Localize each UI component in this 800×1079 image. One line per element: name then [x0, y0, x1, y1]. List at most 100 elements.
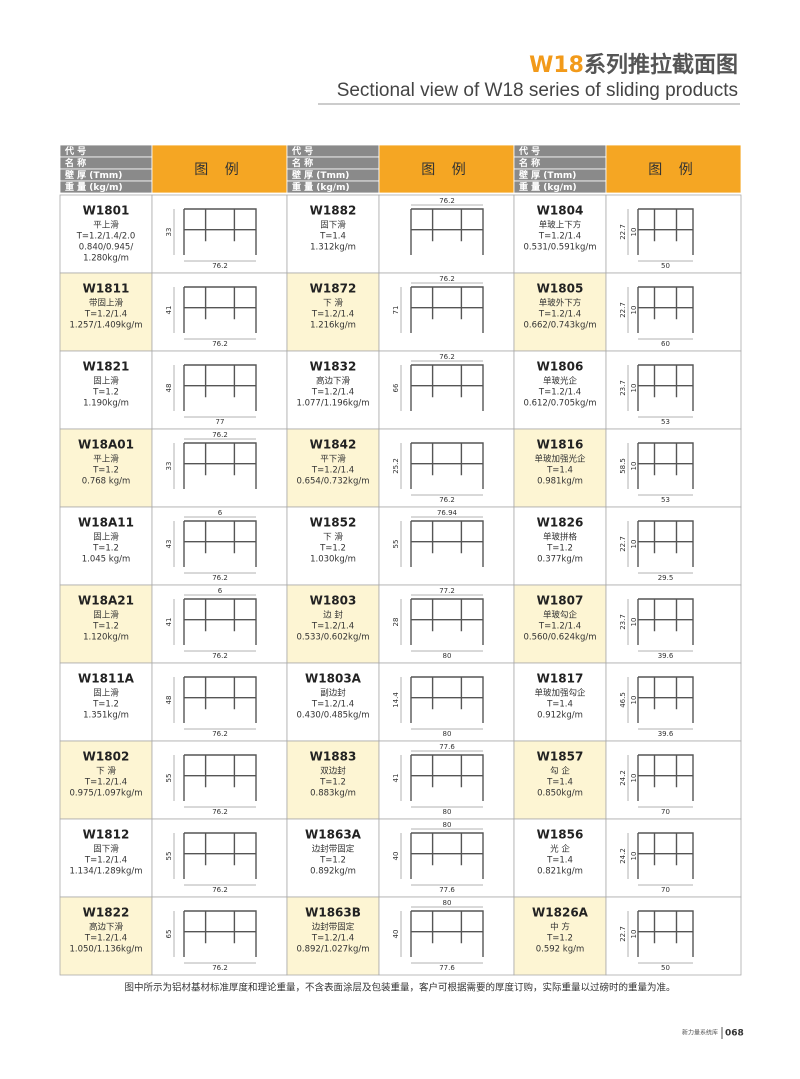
- thickness: T=1.2: [319, 856, 346, 866]
- label-cell: [513, 896, 607, 976]
- profile-shape: [183, 286, 257, 333]
- profile-code: W1803: [310, 594, 357, 608]
- weight: 1.190kg/m: [83, 399, 129, 409]
- figure-cell: [151, 272, 288, 352]
- label-cell: [286, 662, 380, 742]
- profile-shape: [637, 832, 694, 879]
- label-cell: [513, 350, 607, 430]
- profile-code: W18A01: [78, 438, 134, 452]
- dim-top: 80: [443, 899, 452, 907]
- profile-code: W1872: [310, 282, 357, 296]
- profile-shape: [410, 676, 484, 723]
- weight: 0.981kg/m: [537, 477, 583, 487]
- profile-name: 固上滑: [93, 610, 119, 621]
- dim-top: 77.6: [439, 743, 455, 751]
- dim-width: 76.2: [212, 574, 228, 582]
- legend-header-cell: [378, 144, 515, 194]
- dim-top: 76.2: [439, 275, 455, 283]
- thickness: T=1.2: [92, 700, 119, 710]
- dim-width: 39.6: [658, 652, 674, 660]
- dim-width: 70: [661, 808, 670, 816]
- legend-header: 图 例: [648, 162, 698, 178]
- label-cell: [59, 584, 153, 664]
- header-label: 代 号: [518, 145, 540, 157]
- profile-shape: [637, 208, 694, 255]
- figure-cell: [378, 896, 515, 976]
- profile-name: 平上滑: [93, 454, 119, 465]
- weight: 0.377kg/m: [537, 555, 583, 565]
- dim-top: 6: [218, 587, 223, 595]
- label-cell: [513, 740, 607, 820]
- dim-height: 58.5: [619, 458, 627, 474]
- figure-cell: [151, 194, 288, 274]
- dim-height: 24.2: [619, 848, 627, 864]
- page-number: 068: [725, 1029, 744, 1039]
- thickness: T=1.4: [546, 778, 573, 788]
- thickness: T=1.2: [319, 778, 346, 788]
- figure-cell: [605, 350, 742, 430]
- profile-code: W1863A: [305, 828, 362, 842]
- thickness: T=1.2: [92, 622, 119, 632]
- profile-name: 单玻上下方: [539, 220, 582, 231]
- weight: 0.912kg/m: [537, 711, 583, 721]
- figure-cell: [151, 506, 288, 586]
- profile-shape: [410, 442, 484, 489]
- profile-name: 带固上滑: [89, 298, 124, 309]
- dim-extra: 10: [630, 930, 638, 939]
- profile-code: W1806: [537, 360, 584, 374]
- header-label: 壁 厚 (Tmm): [519, 169, 576, 181]
- profile-shape: [637, 598, 694, 645]
- figure-cell: [605, 662, 742, 742]
- weight: 1.351kg/m: [83, 711, 129, 721]
- dim-width: 76.2: [212, 340, 228, 348]
- figure-cell: [605, 428, 742, 508]
- dim-width: 76.2: [212, 652, 228, 660]
- profile-code: W1811A: [78, 672, 135, 686]
- dim-width: 50: [661, 262, 670, 270]
- profile-code: W1822: [83, 906, 130, 920]
- profile-shape: [410, 754, 484, 801]
- profile-name: 单玻加强光企: [534, 454, 586, 465]
- figure-cell: [378, 584, 515, 664]
- profile-code: W18A11: [78, 516, 134, 530]
- figure-cell: [378, 194, 515, 274]
- label-cell: [286, 194, 380, 274]
- dim-width: 76.2: [212, 808, 228, 816]
- thickness: T=1.2/1.4: [84, 934, 127, 944]
- brand: 新力量系统库: [682, 1029, 718, 1037]
- profile-code: W1803A: [305, 672, 362, 686]
- profile-code: W1863B: [305, 906, 361, 920]
- label-cell: [286, 818, 380, 898]
- thickness: T=1.2/1.4: [311, 310, 354, 320]
- figure-cell: [605, 818, 742, 898]
- thickness: T=1.2/1.4: [311, 388, 354, 398]
- dim-extra: 10: [630, 696, 638, 705]
- dim-height: 22.7: [619, 926, 627, 942]
- dim-width: 39.6: [658, 730, 674, 738]
- dim-top: 76.94: [437, 509, 458, 517]
- weight: 1.045 kg/m: [82, 555, 131, 565]
- figure-cell: [378, 662, 515, 742]
- thickness: T=1.4: [546, 466, 573, 476]
- label-cell: [59, 272, 153, 352]
- thickness: T=1.4: [546, 700, 573, 710]
- profile-code: W1821: [83, 360, 130, 374]
- profile-shape: [637, 520, 694, 567]
- thickness: T=1.2/1.4: [538, 232, 581, 242]
- dim-height: 22.7: [619, 536, 627, 552]
- figure-cell: [151, 896, 288, 976]
- thickness: T=1.2/1.4: [311, 700, 354, 710]
- subtitle: Sectional view of W18 series of sliding …: [337, 80, 738, 101]
- thickness: T=1.4: [319, 232, 346, 242]
- profile-name: 固下滑: [93, 844, 119, 855]
- profile-code: W1817: [537, 672, 584, 686]
- header-label: 代 号: [291, 145, 313, 157]
- dim-extra: 10: [630, 228, 638, 237]
- header-label: 名 称: [65, 157, 86, 169]
- profile-name: 边封带固定: [312, 844, 355, 855]
- figure-cell: [151, 584, 288, 664]
- weight: 1.280kg/m: [83, 254, 129, 264]
- label-cell: [59, 350, 153, 430]
- thickness: T=1.2: [92, 388, 119, 398]
